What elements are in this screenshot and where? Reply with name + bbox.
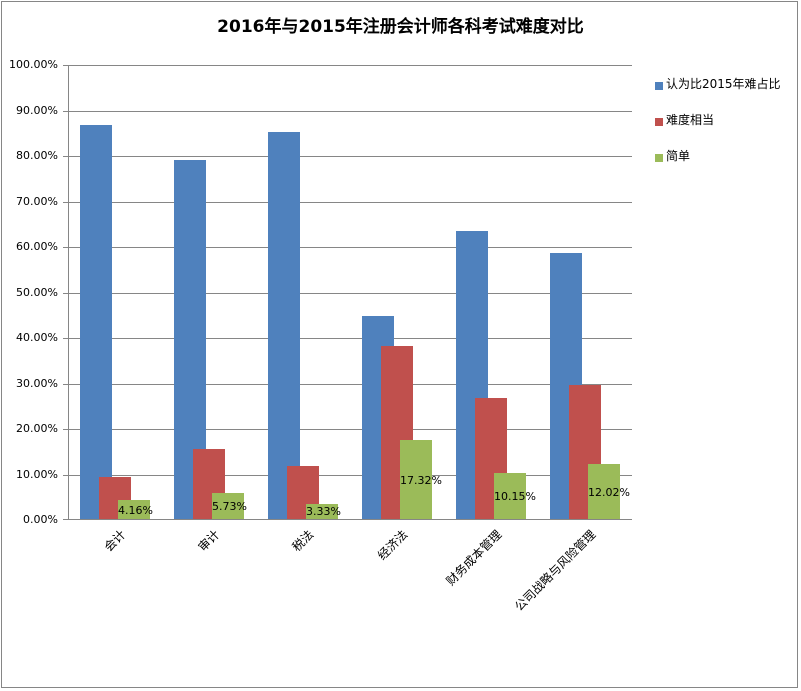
bar-easy — [118, 500, 150, 519]
data-label: 4.16% — [118, 503, 153, 517]
data-label: 10.15% — [494, 489, 536, 503]
gridline — [69, 65, 632, 66]
gridline — [69, 247, 632, 248]
bar-harder — [80, 124, 112, 519]
gridline — [69, 383, 632, 385]
y-tick — [63, 429, 69, 430]
y-tick-label: 60.00% — [16, 240, 58, 253]
bar-harder — [268, 131, 300, 519]
gridline — [69, 156, 632, 157]
y-tick-label: 40.00% — [16, 331, 58, 344]
bar-easy — [494, 472, 526, 519]
chart-title: 2016年与2015年注册会计师各科考试难度对比 — [217, 17, 584, 37]
gridline — [69, 474, 632, 476]
y-tick — [63, 474, 69, 476]
gridline — [69, 292, 632, 294]
bar-easy — [588, 464, 620, 519]
gridline — [69, 429, 632, 430]
y-tick-label: 0.00% — [23, 513, 58, 526]
y-tick-label: 80.00% — [16, 149, 58, 162]
y-tick — [63, 292, 69, 294]
gridline — [69, 201, 632, 203]
plot-area: 4.16% 5.73% 3.33% 17.32% 10.15% 12.02% — [63, 65, 632, 520]
y-tick-label: 100.00% — [9, 58, 58, 71]
legend-label: 难度相当 — [666, 113, 715, 127]
legend-item: 难度相当 — [655, 111, 714, 128]
legend-item: 认为比2015年难占比 — [655, 75, 781, 92]
data-label: 3.33% — [306, 505, 341, 519]
y-tick-label: 70.00% — [16, 194, 58, 208]
y-tick-label: 90.00% — [16, 103, 58, 117]
y-tick-label: 20.00% — [16, 422, 58, 435]
y-tick — [63, 383, 69, 385]
legend-label: 认为比2015年难占比 — [666, 77, 781, 91]
legend-swatch-icon — [655, 117, 663, 126]
y-tick-label: 30.00% — [16, 376, 58, 390]
y-tick — [63, 247, 69, 248]
y-tick — [63, 519, 69, 520]
bar-easy — [306, 503, 338, 519]
y-tick — [63, 156, 69, 157]
gridline — [69, 110, 632, 112]
bar-easy — [212, 492, 244, 519]
y-tick-label: 50.00% — [16, 285, 58, 299]
y-tick — [63, 110, 69, 112]
data-label: 17.32% — [400, 473, 442, 487]
y-tick — [63, 65, 69, 66]
legend-swatch-icon — [655, 81, 663, 90]
legend-label: 简单 — [666, 149, 691, 163]
legend-swatch-icon — [655, 153, 663, 162]
data-label: 12.02% — [588, 485, 630, 499]
data-label: 5.73% — [212, 499, 247, 513]
y-tick-label: 10.00% — [16, 467, 58, 481]
bar-easy — [400, 440, 432, 519]
y-tick — [63, 338, 69, 339]
y-tick — [63, 201, 69, 203]
gridline — [69, 338, 632, 339]
legend-item: 简单 — [655, 147, 690, 164]
